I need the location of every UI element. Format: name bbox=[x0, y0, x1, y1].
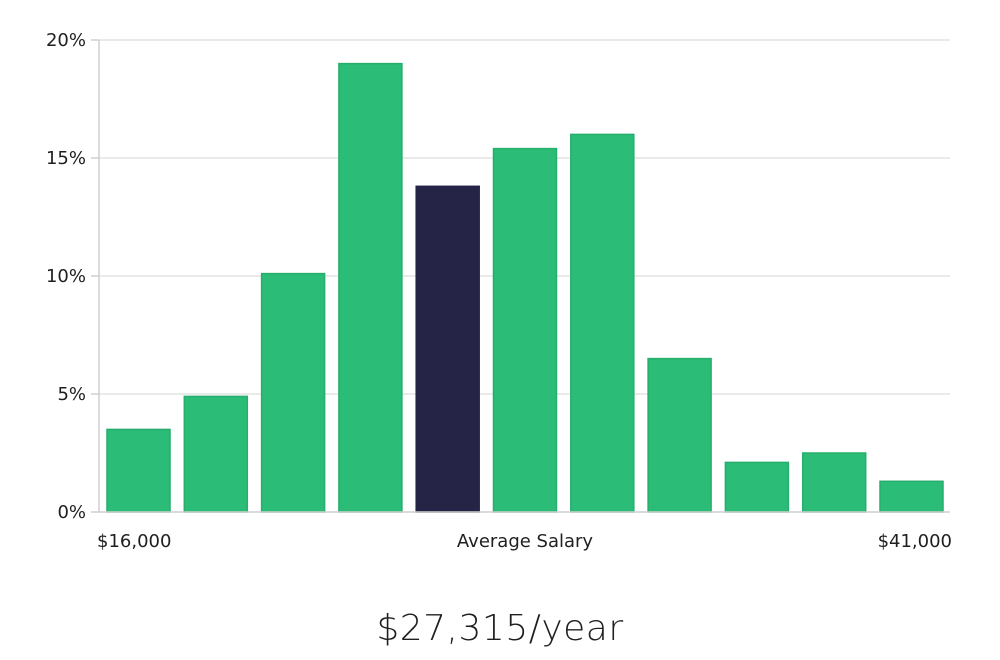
bar bbox=[724, 461, 790, 513]
x-label-max: $41,000 bbox=[878, 531, 952, 552]
bar bbox=[879, 480, 944, 513]
bar bbox=[570, 133, 635, 513]
salary-distribution-chart: 0% 5% 10% 15% 20% $16,000 Average Salary $41… bbox=[46, 30, 952, 552]
bar bbox=[801, 452, 867, 513]
bar bbox=[647, 357, 712, 513]
bar bbox=[338, 62, 403, 513]
y-tick-labels: 0% 5% 10% 15% 20% bbox=[46, 30, 99, 523]
bar bbox=[260, 272, 326, 513]
bar bbox=[492, 147, 558, 513]
bar-average-salary bbox=[415, 185, 480, 513]
y-tick-label: 5% bbox=[57, 384, 86, 405]
bar bbox=[183, 395, 249, 513]
y-tick-label: 20% bbox=[46, 30, 86, 51]
y-tick-label: 15% bbox=[46, 148, 86, 169]
x-label-center: Average Salary bbox=[457, 531, 594, 552]
bars bbox=[106, 62, 944, 513]
y-tick-label: 10% bbox=[46, 266, 86, 287]
bar bbox=[106, 428, 171, 513]
x-label-min: $16,000 bbox=[97, 531, 171, 552]
average-salary-value: $27,315/year bbox=[376, 608, 624, 649]
y-tick-label: 0% bbox=[57, 502, 86, 523]
